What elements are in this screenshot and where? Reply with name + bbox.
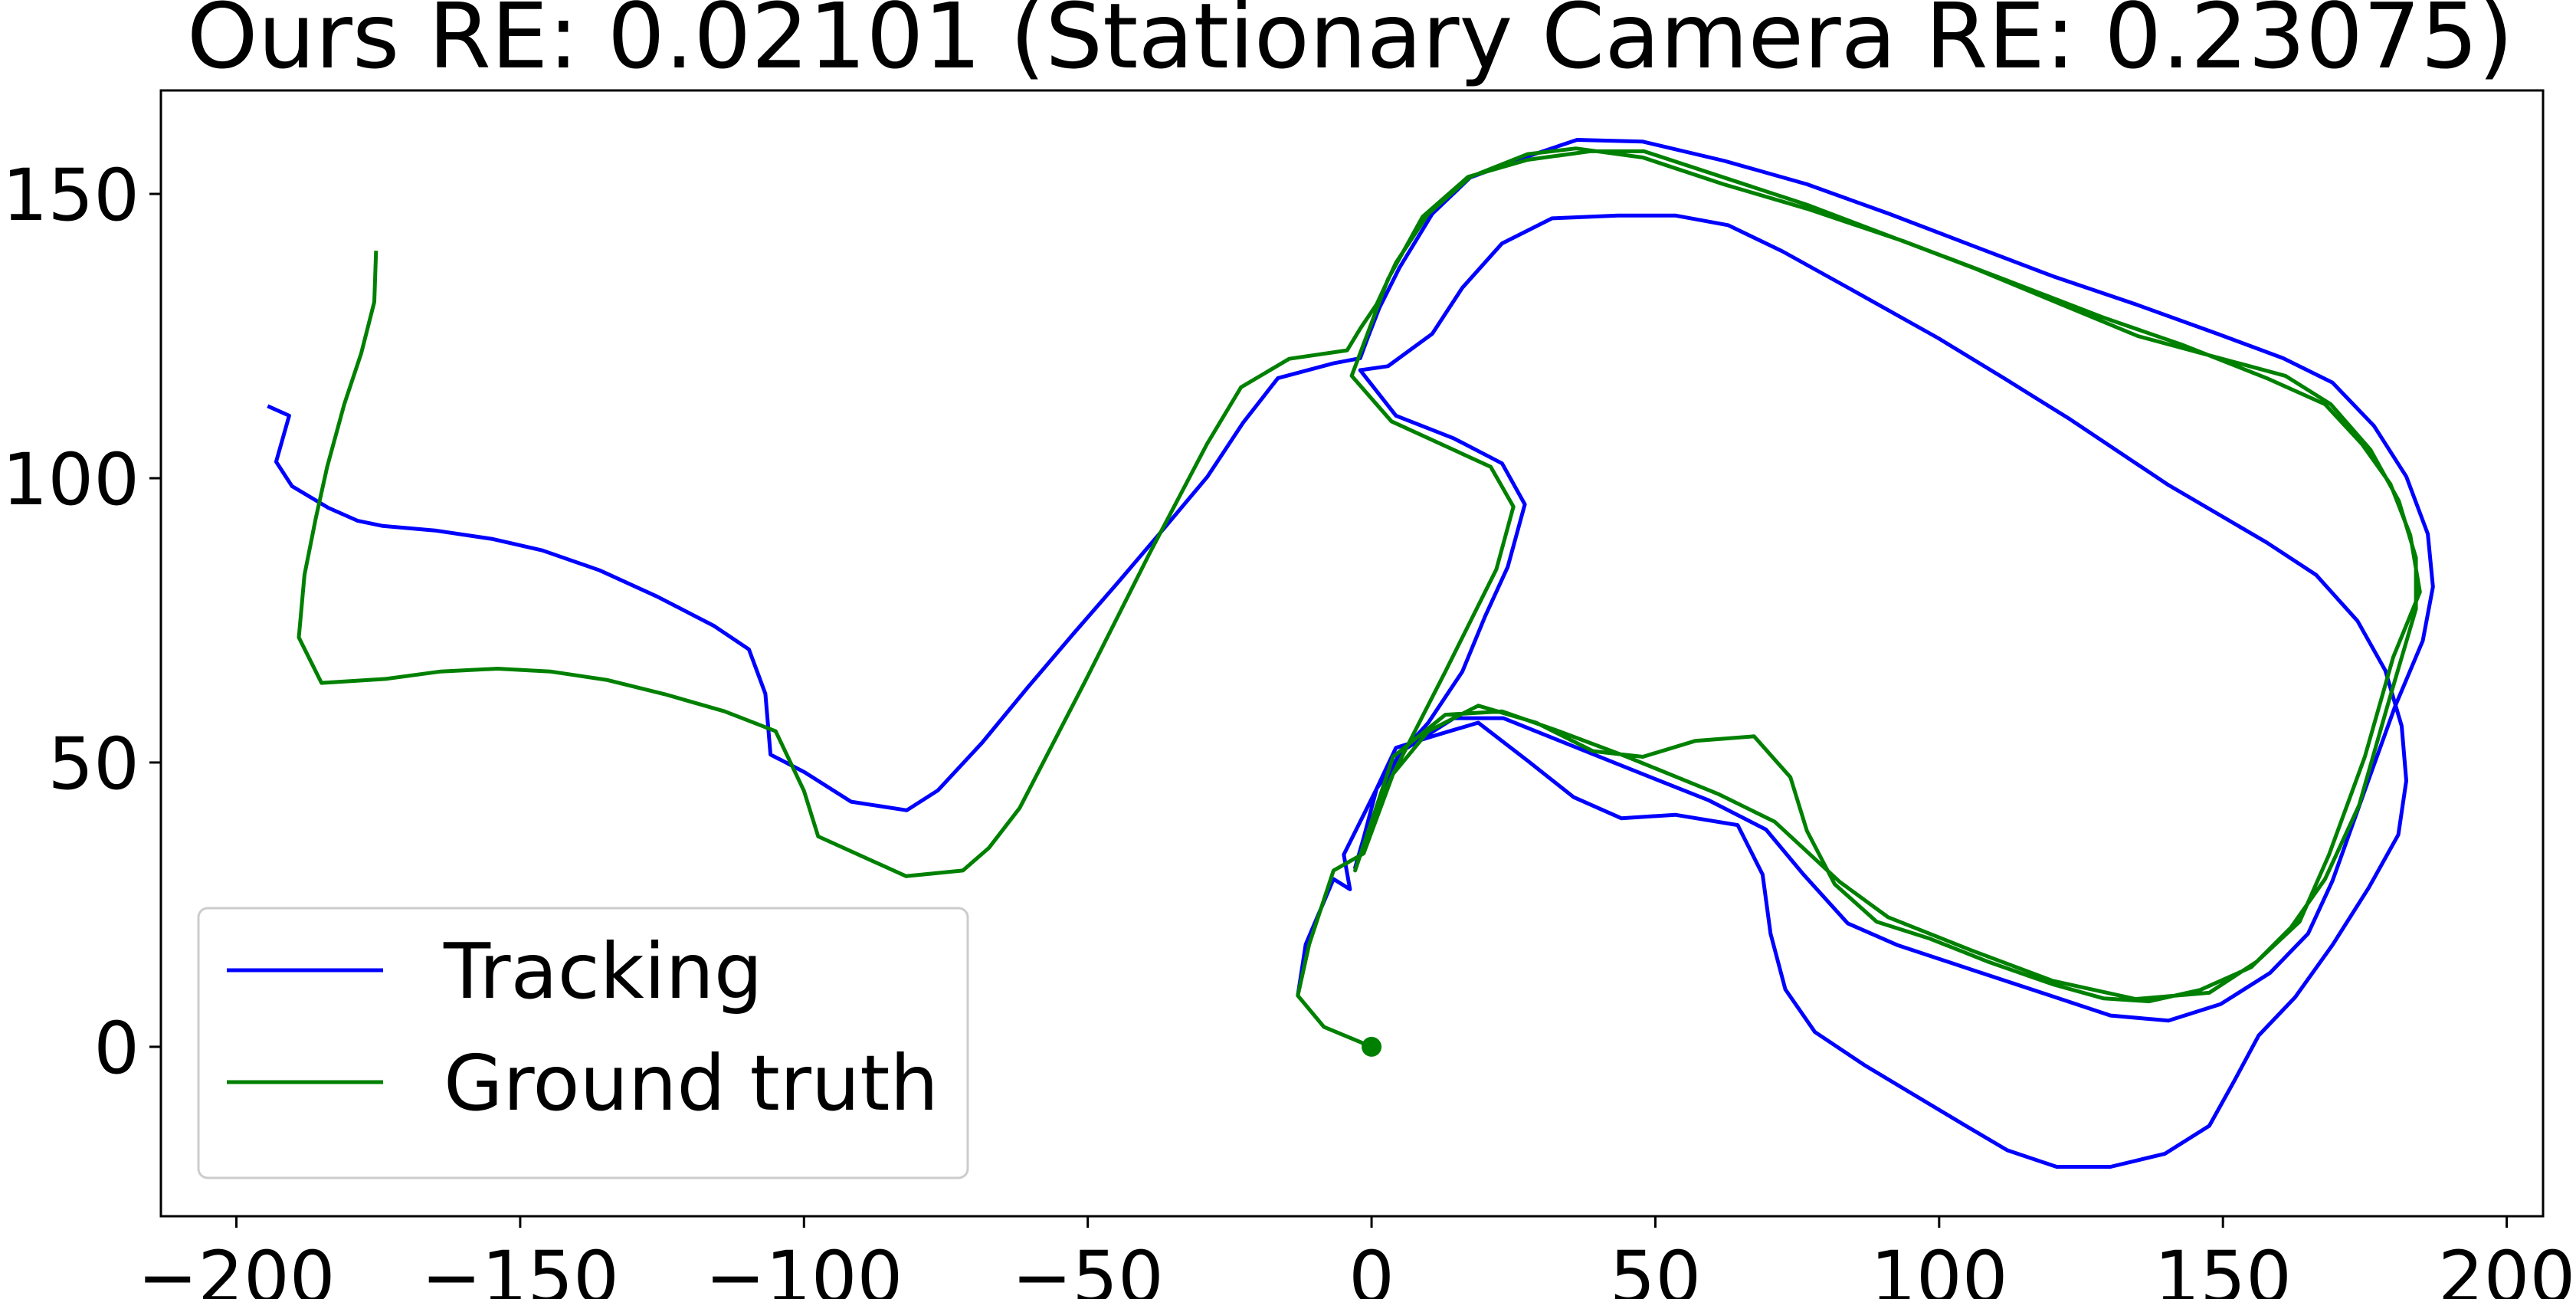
series-line — [297, 146, 2422, 1049]
x-tick-label: −100 — [705, 1236, 903, 1299]
y-tick-label: 100 — [2, 438, 139, 522]
plot-frame — [159, 89, 2545, 1218]
x-tick-label: 150 — [2154, 1236, 2291, 1299]
legend-box — [197, 907, 969, 1179]
x-tick-label: 0 — [1349, 1236, 1395, 1299]
y-tick-label: 0 — [93, 1007, 139, 1091]
start-marker — [1362, 1036, 1382, 1057]
legend-label: Tracking — [443, 927, 762, 1016]
series-line — [267, 138, 2435, 1169]
y-tick-label: 50 — [48, 723, 139, 806]
chart-title: Ours RE: 0.02101 (Stationary Camera RE: … — [187, 0, 2514, 89]
x-tick-label: 200 — [2438, 1236, 2575, 1299]
x-tick-label: 50 — [1610, 1236, 1702, 1299]
x-tick-label: −200 — [137, 1236, 335, 1299]
x-tick-label: −50 — [1011, 1236, 1163, 1299]
x-tick-label: −150 — [421, 1236, 619, 1299]
legend-label: Ground truth — [444, 1038, 939, 1128]
x-tick-label: 100 — [1870, 1236, 2007, 1299]
y-tick-label: 150 — [2, 154, 139, 238]
